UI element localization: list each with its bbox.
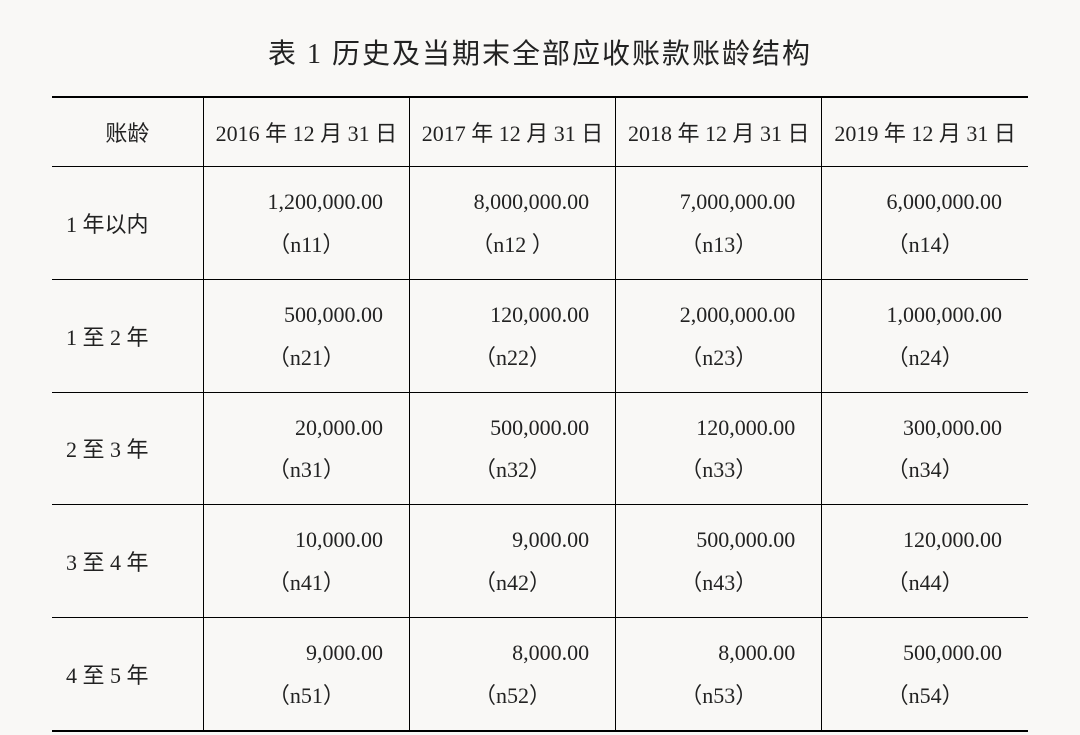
cell-note: （n44）	[828, 562, 1022, 605]
cell-note: （n24）	[828, 337, 1022, 380]
value-cell: 1,200,000.00（n11）	[203, 167, 409, 280]
value-cell: 500,000.00（n43）	[616, 505, 822, 618]
aging-table: 账龄 2016 年 12 月 31 日 2017 年 12 月 31 日 201…	[52, 96, 1028, 732]
cell-note: （n42）	[416, 562, 609, 605]
value-cell: 9,000.00（n42）	[409, 505, 615, 618]
value-cell: 300,000.00（n34）	[822, 392, 1028, 505]
cell-amount: 500,000.00	[622, 519, 795, 562]
table-body: 1 年以内1,200,000.00（n11）8,000,000.00（n12 ）…	[52, 167, 1028, 731]
cell-note: （n23）	[622, 337, 815, 380]
row-label: 3 至 4 年	[52, 505, 203, 618]
value-cell: 2,000,000.00（n23）	[616, 279, 822, 392]
value-cell: 120,000.00（n22）	[409, 279, 615, 392]
table-row: 4 至 5 年9,000.00（n51）8,000.00（n52）8,000.0…	[52, 618, 1028, 731]
header-col-3: 2019 年 12 月 31 日	[822, 97, 1028, 167]
cell-amount: 500,000.00	[416, 407, 589, 450]
cell-note: （n33）	[622, 449, 815, 492]
value-cell: 500,000.00（n54）	[822, 618, 1028, 731]
cell-amount: 120,000.00	[622, 407, 795, 450]
cell-amount: 500,000.00	[828, 632, 1002, 675]
value-cell: 1,000,000.00（n24）	[822, 279, 1028, 392]
table-row: 2 至 3 年20,000.00（n31）500,000.00（n32）120,…	[52, 392, 1028, 505]
cell-note: （n13）	[622, 224, 815, 267]
cell-amount: 7,000,000.00	[622, 181, 795, 224]
value-cell: 120,000.00（n33）	[616, 392, 822, 505]
header-col-2: 2018 年 12 月 31 日	[616, 97, 822, 167]
cell-amount: 8,000.00	[416, 632, 589, 675]
table-title: 表 1 历史及当期末全部应收账款账龄结构	[52, 32, 1028, 72]
cell-note: （n12 ）	[416, 224, 609, 267]
cell-amount: 9,000.00	[210, 632, 383, 675]
cell-amount: 8,000.00	[622, 632, 795, 675]
row-label: 1 年以内	[52, 167, 203, 280]
cell-note: （n34）	[828, 449, 1022, 492]
cell-amount: 1,200,000.00	[210, 181, 383, 224]
cell-amount: 2,000,000.00	[622, 294, 795, 337]
value-cell: 9,000.00（n51）	[203, 618, 409, 731]
value-cell: 500,000.00（n32）	[409, 392, 615, 505]
cell-amount: 500,000.00	[210, 294, 383, 337]
cell-note: （n53）	[622, 675, 815, 718]
value-cell: 8,000.00（n52）	[409, 618, 615, 731]
value-cell: 8,000.00（n53）	[616, 618, 822, 731]
header-col-1: 2017 年 12 月 31 日	[409, 97, 615, 167]
cell-note: （n21）	[210, 337, 403, 380]
cell-note: （n54）	[828, 675, 1022, 718]
header-row: 账龄 2016 年 12 月 31 日 2017 年 12 月 31 日 201…	[52, 97, 1028, 167]
header-col-0: 2016 年 12 月 31 日	[203, 97, 409, 167]
cell-amount: 9,000.00	[416, 519, 589, 562]
cell-note: （n43）	[622, 562, 815, 605]
cell-note: （n14）	[828, 224, 1022, 267]
value-cell: 10,000.00（n41）	[203, 505, 409, 618]
cell-amount: 300,000.00	[828, 407, 1002, 450]
value-cell: 120,000.00（n44）	[822, 505, 1028, 618]
cell-note: （n22）	[416, 337, 609, 380]
value-cell: 7,000,000.00（n13）	[616, 167, 822, 280]
table-row: 1 至 2 年500,000.00（n21）120,000.00（n22）2,0…	[52, 279, 1028, 392]
value-cell: 8,000,000.00（n12 ）	[409, 167, 615, 280]
value-cell: 500,000.00（n21）	[203, 279, 409, 392]
cell-note: （n11）	[210, 224, 403, 267]
page-container: 表 1 历史及当期末全部应收账款账龄结构 账龄 2016 年 12 月 31 日…	[0, 0, 1080, 735]
row-label: 1 至 2 年	[52, 279, 203, 392]
cell-note: （n51）	[210, 675, 403, 718]
cell-amount: 6,000,000.00	[828, 181, 1002, 224]
cell-note: （n31）	[210, 449, 403, 492]
cell-amount: 120,000.00	[416, 294, 589, 337]
value-cell: 20,000.00（n31）	[203, 392, 409, 505]
cell-amount: 10,000.00	[210, 519, 383, 562]
cell-note: （n32）	[416, 449, 609, 492]
cell-amount: 8,000,000.00	[416, 181, 589, 224]
cell-note: （n52）	[416, 675, 609, 718]
value-cell: 6,000,000.00（n14）	[822, 167, 1028, 280]
header-rowlabel: 账龄	[52, 97, 203, 167]
cell-amount: 20,000.00	[210, 407, 383, 450]
row-label: 4 至 5 年	[52, 618, 203, 731]
cell-amount: 1,000,000.00	[828, 294, 1002, 337]
row-label: 2 至 3 年	[52, 392, 203, 505]
cell-note: （n41）	[210, 562, 403, 605]
cell-amount: 120,000.00	[828, 519, 1002, 562]
table-row: 3 至 4 年10,000.00（n41）9,000.00（n42）500,00…	[52, 505, 1028, 618]
table-row: 1 年以内1,200,000.00（n11）8,000,000.00（n12 ）…	[52, 167, 1028, 280]
